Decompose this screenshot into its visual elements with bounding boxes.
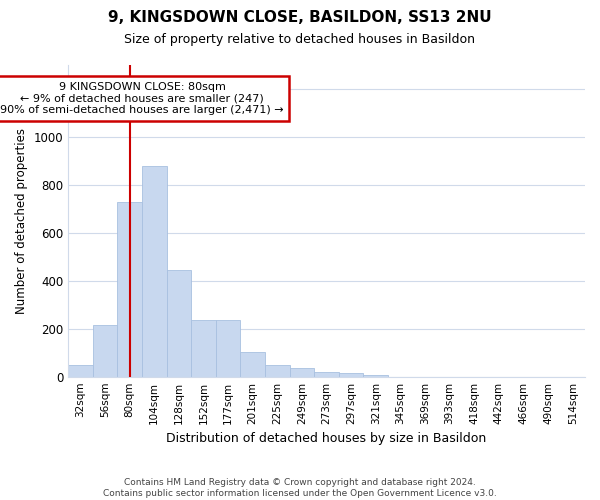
Bar	[241, 352, 265, 376]
Bar	[68, 364, 93, 376]
Y-axis label: Number of detached properties: Number of detached properties	[15, 128, 28, 314]
Bar	[142, 166, 167, 376]
Text: Size of property relative to detached houses in Basildon: Size of property relative to detached ho…	[125, 32, 476, 46]
Bar	[290, 368, 314, 376]
Text: 9, KINGSDOWN CLOSE, BASILDON, SS13 2NU: 9, KINGSDOWN CLOSE, BASILDON, SS13 2NU	[108, 10, 492, 25]
Bar	[314, 372, 339, 376]
X-axis label: Distribution of detached houses by size in Basildon: Distribution of detached houses by size …	[166, 432, 487, 445]
Bar	[167, 270, 191, 376]
Text: Contains HM Land Registry data © Crown copyright and database right 2024.
Contai: Contains HM Land Registry data © Crown c…	[103, 478, 497, 498]
Bar	[216, 320, 241, 376]
Bar	[93, 325, 118, 376]
Text: 9 KINGSDOWN CLOSE: 80sqm
← 9% of detached houses are smaller (247)
90% of semi-d: 9 KINGSDOWN CLOSE: 80sqm ← 9% of detache…	[0, 82, 284, 115]
Bar	[339, 374, 364, 376]
Bar	[191, 320, 216, 376]
Bar	[265, 365, 290, 376]
Bar	[118, 202, 142, 376]
